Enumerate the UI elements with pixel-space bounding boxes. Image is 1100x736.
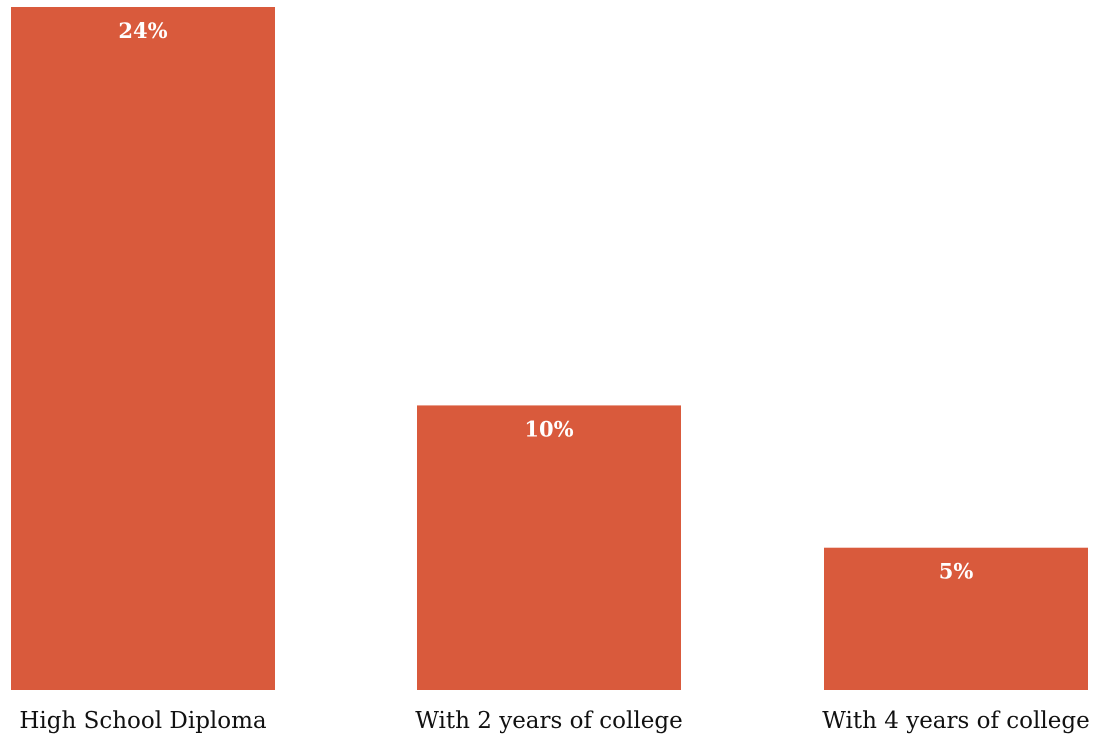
bar-2 bbox=[824, 547, 1088, 690]
bar-value-label-1: 10% bbox=[524, 416, 573, 441]
category-label-2: With 4 years of college bbox=[822, 708, 1089, 734]
bar-0 bbox=[11, 7, 275, 690]
category-label-0: High School Diploma bbox=[19, 708, 267, 734]
value-labels-group: 24% 10% 5% bbox=[118, 18, 973, 584]
bars-group bbox=[11, 7, 1088, 690]
category-labels-group: High School Diploma With 2 years of colle… bbox=[19, 708, 1089, 734]
category-label-1: With 2 years of college bbox=[415, 708, 682, 734]
bar-1 bbox=[417, 405, 681, 690]
bar-value-label-2: 5% bbox=[939, 559, 974, 584]
bar-value-label-0: 24% bbox=[118, 18, 167, 43]
